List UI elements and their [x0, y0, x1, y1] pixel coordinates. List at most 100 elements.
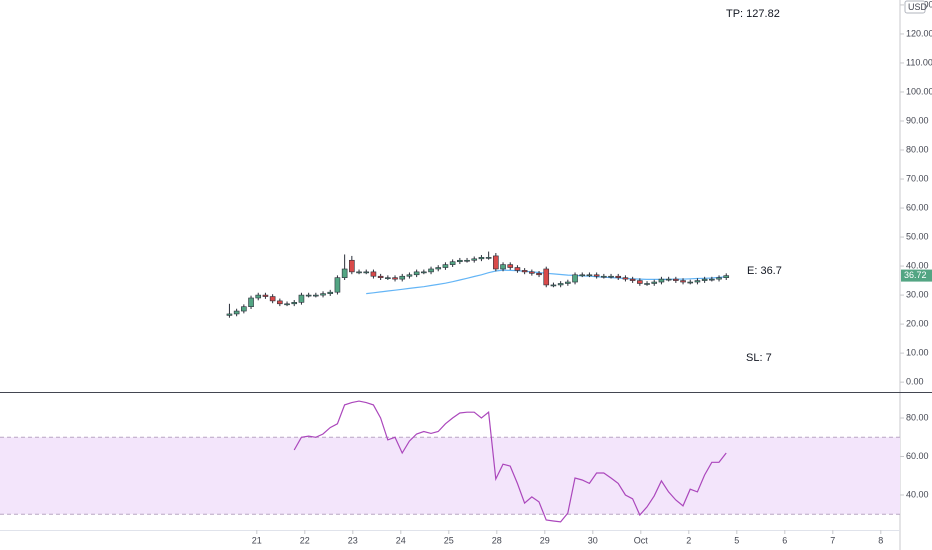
candle-body	[385, 277, 391, 279]
candle-body	[399, 275, 406, 280]
x-tick-label: 24	[396, 535, 406, 545]
candle-body	[536, 273, 542, 276]
candle-body	[370, 271, 377, 277]
candle-body	[557, 283, 564, 286]
candle-body	[284, 303, 290, 306]
y-tick-label: 50.00	[906, 231, 929, 241]
annotation: E: 36.7	[747, 265, 782, 277]
currency-box	[904, 0, 926, 14]
candle-body	[255, 294, 262, 299]
x-tick-label: 23	[348, 535, 358, 545]
last-price-label: 36.72	[904, 270, 927, 280]
candle-body	[629, 278, 636, 281]
y-tick-label: 30.00	[906, 289, 929, 299]
candle-body	[565, 281, 571, 284]
y-tick-label: 20.00	[906, 318, 929, 328]
candle-body	[593, 274, 600, 277]
x-tick-label: 21	[252, 535, 262, 545]
y-tick-label: 70.00	[906, 173, 929, 183]
candle-body	[291, 302, 298, 305]
candle-body	[471, 258, 478, 261]
y-tick-label: 80.00	[906, 144, 929, 154]
candle-body	[608, 275, 614, 278]
x-tick-label: 5	[734, 535, 739, 545]
candle-body	[543, 268, 550, 286]
candle-body	[658, 278, 665, 283]
candle-body	[341, 268, 348, 278]
candle-body	[644, 283, 650, 285]
x-tick-label: 7	[830, 535, 835, 545]
candle-body	[637, 280, 643, 284]
candle-body	[457, 259, 463, 263]
candle-body	[241, 306, 247, 312]
x-tick-label: 2	[686, 535, 691, 545]
candle-body	[521, 270, 528, 273]
y-tick-label: 10.00	[906, 347, 929, 357]
x-tick-label: 8	[878, 535, 883, 545]
candle-body	[435, 267, 442, 270]
candle-body	[723, 275, 730, 278]
candle-body	[442, 264, 449, 268]
candle-body	[363, 271, 370, 274]
candle-body	[507, 264, 514, 268]
candle-body	[313, 294, 319, 297]
candle-body	[701, 278, 708, 281]
y-tick-label: 90.00	[906, 115, 929, 125]
candle-body	[421, 271, 427, 274]
candle-body	[464, 259, 470, 262]
candle-body	[579, 274, 586, 277]
annotation: TP: 127.82	[726, 8, 780, 20]
candle-body	[601, 275, 607, 278]
candle-body	[298, 294, 305, 303]
x-tick-label: 6	[782, 535, 787, 545]
candle-body	[529, 271, 535, 274]
y-tick-label: 120.00	[906, 28, 932, 38]
y-tick-label: 40.00	[906, 489, 929, 499]
candle-body	[665, 278, 672, 281]
y-tick-label: 100.00	[906, 86, 932, 96]
candle-body	[334, 277, 341, 293]
y-tick-label: 110.00	[906, 57, 932, 67]
candle-body	[269, 296, 276, 302]
candle-body	[680, 280, 686, 283]
candle-body	[428, 268, 434, 273]
rsi-band	[0, 437, 900, 515]
candle-body	[233, 310, 240, 315]
annotation: SL: 7	[746, 352, 772, 364]
candle-body	[709, 278, 715, 281]
candle-body	[226, 313, 233, 316]
y-tick-label: 60.00	[906, 451, 929, 461]
y-tick-label: 0.00	[906, 377, 924, 387]
candle-body	[406, 274, 413, 277]
y-tick-label: 60.00	[906, 202, 929, 212]
candle-body	[493, 255, 499, 270]
candle-body	[478, 257, 485, 260]
x-tick-label: 28	[492, 535, 502, 545]
candle-body	[572, 274, 578, 283]
x-tick-label: 25	[444, 535, 454, 545]
candle-body	[327, 291, 334, 294]
candle-body	[651, 281, 658, 284]
candle-body	[615, 275, 622, 278]
candle-body	[622, 277, 629, 280]
candle-body	[413, 271, 420, 276]
candle-body	[500, 264, 506, 270]
y-tick-label: 80.00	[906, 412, 929, 422]
x-tick-label: 22	[300, 535, 310, 545]
candle-body	[349, 259, 355, 273]
candle-body	[392, 277, 398, 280]
candle-body	[277, 300, 283, 305]
candle-body	[694, 280, 701, 283]
candle-body	[586, 274, 593, 277]
candle-body	[485, 257, 492, 259]
candle-body	[687, 281, 694, 284]
candle-body	[673, 278, 679, 281]
x-tick-label: 29	[540, 535, 550, 545]
x-tick-label: 30	[588, 535, 598, 545]
candle-body	[550, 284, 557, 287]
candle-body	[356, 271, 362, 274]
candle-body	[514, 267, 521, 271]
currency-label: USD	[908, 2, 928, 12]
candle-body	[262, 294, 269, 297]
